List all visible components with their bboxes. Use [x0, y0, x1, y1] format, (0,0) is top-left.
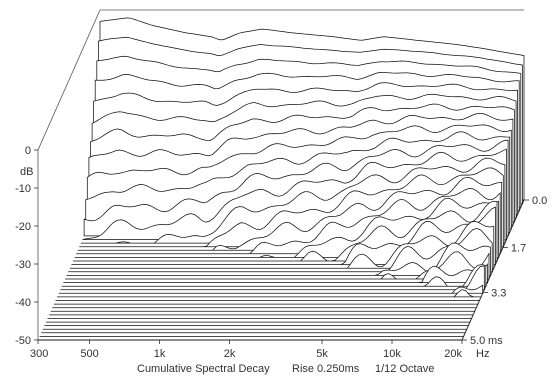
x-tick-label: 1k [154, 348, 166, 360]
decay-slice [61, 264, 487, 287]
x-tick-label: 500 [80, 348, 98, 360]
smoothing-label: 1/12 Octave [375, 363, 434, 375]
y-unit-label: dB [20, 166, 33, 178]
time-tick-label: 0.0 [532, 195, 547, 207]
freq-unit-label: Hz [476, 348, 489, 360]
decay-slice [58, 284, 484, 294]
decay-slice [60, 265, 485, 291]
x-tick-label: 2k [224, 348, 236, 360]
axis-labels: dB Cumulative Spectral Decay Rise 0.250m… [15, 145, 547, 375]
x-tick-label: 5k [316, 348, 328, 360]
time-axis-line [461, 199, 525, 341]
time-unit-label: ms [488, 335, 503, 347]
time-tick-label: 1.7 [511, 243, 526, 255]
decay-slice [57, 289, 482, 298]
chart-title: Cumulative Spectral Decay [137, 363, 270, 375]
x-tick-label: 10k [383, 348, 401, 360]
frame-back-edge [37, 9, 524, 340]
time-tick-label: 3.3 [491, 287, 506, 299]
decay-slices [38, 17, 525, 341]
y-tick-label: -40 [15, 297, 31, 309]
y-tick-label: 0 [25, 145, 31, 157]
y-tick-label: -10 [15, 183, 31, 195]
decay-slice [63, 263, 488, 283]
x-tick-label: 20k [444, 348, 462, 360]
y-tick-label: -20 [15, 221, 31, 233]
rise-label: Rise 0.250ms [292, 363, 360, 375]
decay-slice [71, 206, 496, 265]
y-tick-label: -50 [15, 335, 31, 347]
y-tick-label: -30 [15, 259, 31, 271]
x-tick-label: 300 [30, 348, 48, 360]
time-tick-label: 5.0 [470, 335, 485, 347]
